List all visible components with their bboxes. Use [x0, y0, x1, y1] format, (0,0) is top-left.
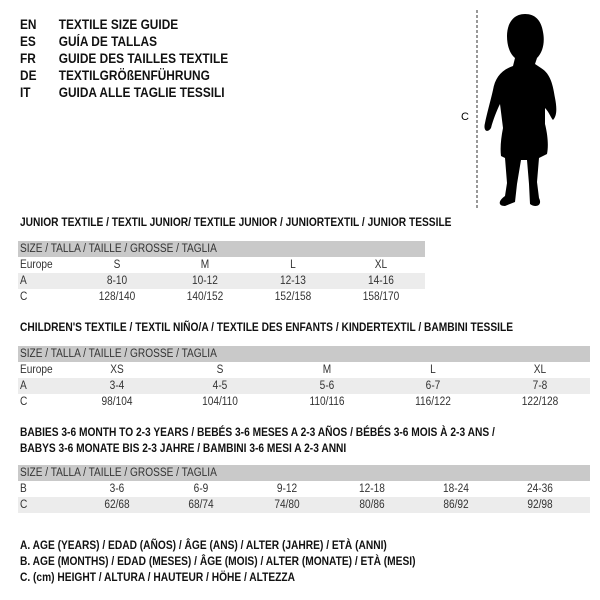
children-title: CHILDREN'S TEXTILE / TEXTIL NIÑO/A / TEX…: [20, 320, 514, 334]
lang-fr: FR GUIDE DES TAILLES TEXTILE: [20, 50, 228, 67]
lang-code: FR: [20, 51, 36, 66]
cell: 92/98: [527, 499, 553, 511]
height-figure: C: [455, 8, 585, 213]
cell: 80/86: [359, 499, 385, 511]
lang-es: ES GUÍA DE TALLAS: [20, 33, 228, 50]
legend-c: C. (cm) HEIGHT / ALTURA / HAUTEUR / HÖHE…: [20, 570, 296, 584]
cell: 3-6: [109, 483, 125, 495]
table-row: Europe S M L XL: [18, 257, 425, 273]
table-row: Europe XS S M L XL: [18, 362, 590, 378]
cell: 5-6: [319, 380, 335, 392]
row-label: C: [20, 291, 28, 303]
table-header: SIZE / TALLA / TAILLE / GRÖSSE / TAGLIA: [18, 465, 590, 481]
cell: 74/80: [274, 499, 300, 511]
row-label: C: [20, 396, 28, 408]
lang-de: DE TEXTILGRÖßENFÜHRUNG: [20, 67, 228, 84]
lang-code: ES: [20, 34, 36, 49]
table-row: A 3-4 4-5 5-6 6-7 7-8: [18, 378, 590, 394]
cell: 10-12: [192, 275, 218, 287]
children-size-table: SIZE / TALLA / TAILLE / GRÖSSE / TAGLIA …: [18, 346, 590, 410]
junior-title: JUNIOR TEXTILE / TEXTIL JUNIOR/ TEXTILE …: [20, 215, 452, 229]
lang-title: TEXTILE SIZE GUIDE: [58, 17, 179, 32]
cell: 98/104: [101, 396, 133, 408]
cell: XL: [533, 364, 547, 376]
cell: 62/68: [104, 499, 130, 511]
row-label: C: [20, 499, 28, 511]
cell: 8-10: [106, 275, 128, 287]
cell: 6-9: [193, 483, 209, 495]
cell: 152/158: [274, 291, 312, 303]
cell: 140/152: [186, 291, 224, 303]
cell: 9-12: [276, 483, 298, 495]
babies-size-table: SIZE / TALLA / TAILLE / GRÖSSE / TAGLIA …: [18, 465, 590, 513]
cell: 24-36: [527, 483, 553, 495]
table-row: C 128/140 140/152 152/158 158/170: [18, 289, 425, 305]
babies-title-line2: BABYS 3-6 MONATE BIS 2-3 JAHRE / BAMBINI…: [20, 441, 347, 455]
table-header: SIZE / TALLA / TAILLE / GRÖSSE / TAGLIA: [18, 346, 590, 362]
cell: 104/110: [202, 396, 238, 408]
size-header: SIZE / TALLA / TAILLE / GRÖSSE / TAGLIA: [20, 243, 217, 255]
cell: M: [322, 364, 332, 376]
cell: 18-24: [443, 483, 469, 495]
cell: 12-18: [359, 483, 385, 495]
table-row: A 8-10 10-12 12-13 14-16: [18, 273, 425, 289]
lang-code: IT: [20, 85, 31, 100]
legend-a: A. AGE (YEARS) / EDAD (AÑOS) / ÂGE (ANS)…: [20, 538, 387, 552]
cell: 86/92: [443, 499, 469, 511]
cell: L: [290, 259, 296, 271]
cell: XS: [110, 364, 124, 376]
cell: M: [200, 259, 210, 271]
cell: 7-8: [532, 380, 548, 392]
row-label: Europe: [20, 364, 53, 376]
lang-title: GUIDA ALLE TAGLIE TESSILI: [58, 85, 225, 100]
cell: XL: [374, 259, 388, 271]
cell: 158/170: [362, 291, 400, 303]
lang-it: IT GUIDA ALLE TAGLIE TESSILI: [20, 84, 228, 101]
babies-title-line1: BABIES 3-6 MONTH TO 2-3 YEARS / BEBÉS 3-…: [20, 425, 495, 439]
cell: 128/140: [98, 291, 136, 303]
height-label: C: [461, 111, 469, 123]
table-row: C 62/68 68/74 74/80 80/86 86/92 92/98: [18, 497, 590, 513]
table-header: SIZE / TALLA / TAILLE / GRÖSSE / TAGLIA: [18, 241, 425, 257]
cell: S: [113, 259, 121, 271]
cell: 3-4: [109, 380, 125, 392]
cell: 14-16: [368, 275, 394, 287]
language-titles: EN TEXTILE SIZE GUIDE ES GUÍA DE TALLAS FR…: [20, 16, 257, 101]
row-label: A: [20, 275, 27, 287]
cell: 122/128: [521, 396, 559, 408]
table-row: C 98/104 104/110 110/116 116/122 122/128: [18, 394, 590, 410]
cell: 12-13: [280, 275, 306, 287]
cell: 6-7: [425, 380, 441, 392]
cell: S: [216, 364, 224, 376]
table-row: B 3-6 6-9 9-12 12-18 18-24 24-36: [18, 481, 590, 497]
row-label: Europe: [20, 259, 53, 271]
cell: 110/116: [309, 396, 345, 408]
lang-title: GUÍA DE TALLAS: [58, 34, 158, 49]
lang-code: DE: [20, 68, 37, 83]
legend-b: B. AGE (MONTHS) / EDAD (MESES) / ÂGE (MO…: [20, 554, 416, 568]
row-label: A: [20, 380, 27, 392]
lang-code: EN: [20, 17, 37, 32]
row-label: B: [20, 483, 27, 495]
cell: 116/122: [415, 396, 451, 408]
child-silhouette-icon: [484, 14, 557, 206]
cell: 68/74: [188, 499, 214, 511]
cell: 4-5: [212, 380, 228, 392]
size-header: SIZE / TALLA / TAILLE / GRÖSSE / TAGLIA: [20, 467, 217, 479]
lang-title: TEXTILGRÖßENFÜHRUNG: [58, 68, 210, 83]
size-header: SIZE / TALLA / TAILLE / GRÖSSE / TAGLIA: [20, 348, 217, 360]
junior-size-table: SIZE / TALLA / TAILLE / GRÖSSE / TAGLIA …: [18, 241, 425, 305]
cell: L: [430, 364, 436, 376]
lang-en: EN TEXTILE SIZE GUIDE: [20, 16, 228, 33]
lang-title: GUIDE DES TAILLES TEXTILE: [58, 51, 229, 66]
